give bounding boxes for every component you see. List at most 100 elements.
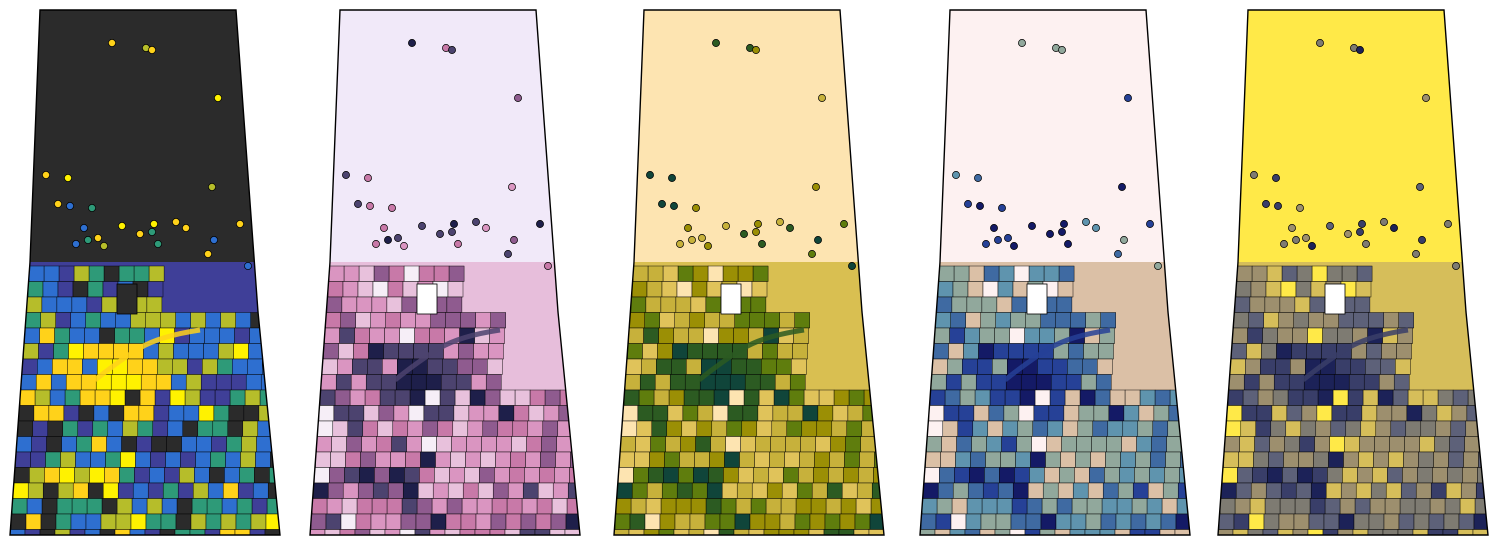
municipality-cell <box>480 451 496 468</box>
municipality-cell <box>862 405 879 422</box>
municipality-cell <box>962 358 978 375</box>
municipality-cell <box>1154 389 1171 406</box>
settlement-dot <box>1154 262 1162 270</box>
municipality-cell <box>1251 265 1268 282</box>
municipality-cell <box>1427 529 1444 535</box>
municipality-cell <box>494 467 510 484</box>
municipality-cell <box>521 498 538 515</box>
municipality-cell <box>735 498 752 515</box>
municipality-cell <box>703 327 719 344</box>
municipality-cell <box>100 312 116 329</box>
municipality-cell <box>1109 389 1126 406</box>
municipality-cell <box>859 451 875 468</box>
municipality-cell <box>219 327 235 344</box>
municipality-cell <box>1039 327 1055 344</box>
north-region <box>30 10 255 262</box>
municipality-cell <box>332 420 349 437</box>
municipality-cell <box>653 389 670 406</box>
municipality-cell <box>1450 420 1467 437</box>
municipality-cell <box>711 420 728 437</box>
municipality-cell <box>1309 296 1326 313</box>
municipality-cell <box>996 498 1013 515</box>
municipality-cell <box>848 389 865 406</box>
municipality-cell <box>345 451 361 468</box>
municipality-cell <box>1048 405 1065 422</box>
municipality-cell <box>56 498 73 515</box>
municipality-cell <box>1076 436 1092 453</box>
census-divisions <box>920 262 1190 535</box>
municipality-cell <box>1290 358 1306 375</box>
municipality-cell <box>491 498 508 515</box>
municipality-cell <box>1293 513 1310 530</box>
municipality-cell <box>236 498 253 515</box>
north-region <box>1238 10 1463 262</box>
municipality-cell <box>76 436 92 453</box>
municipality-cell <box>817 405 834 422</box>
municipality-cell <box>225 451 241 468</box>
municipality-cell <box>941 436 957 453</box>
municipality-cell <box>190 312 206 329</box>
municipality-cell <box>526 436 542 453</box>
municipality-cell <box>75 451 91 468</box>
municipality-cell <box>1342 467 1358 484</box>
municipality-cell <box>256 436 272 453</box>
municipality-cell <box>435 451 451 468</box>
municipality-cell <box>326 498 343 515</box>
settlement-dot <box>990 224 998 232</box>
settlement-dot <box>508 183 516 191</box>
municipality-cell <box>777 343 793 360</box>
municipality-cell <box>205 312 221 329</box>
municipality-cell <box>358 265 375 282</box>
municipality-cell <box>1434 436 1450 453</box>
settlement-dot <box>136 230 144 238</box>
settlement-dot <box>154 240 162 248</box>
municipality-cell <box>619 451 635 468</box>
municipality-cell <box>676 281 693 298</box>
municipality-cell <box>1323 312 1339 329</box>
municipality-cell <box>167 420 184 437</box>
municipality-cell <box>1250 482 1267 499</box>
municipality-cell <box>1015 451 1031 468</box>
municipality-cell <box>1381 343 1397 360</box>
municipality-cell <box>10 529 26 535</box>
municipality-cell <box>1373 451 1389 468</box>
municipality-cell <box>425 374 442 391</box>
municipality-cell <box>823 529 840 535</box>
settlement-dot <box>1356 46 1364 54</box>
municipality-cell <box>1239 436 1255 453</box>
municipality-cell <box>1258 374 1275 391</box>
municipality-cell <box>1031 436 1047 453</box>
municipality-cell <box>1262 327 1278 344</box>
municipality-cell <box>85 312 101 329</box>
municipality-cell <box>972 420 989 437</box>
municipality-cell <box>1012 482 1029 499</box>
municipality-cell <box>101 498 118 515</box>
municipality-cell <box>650 436 666 453</box>
municipality-cell <box>1017 420 1034 437</box>
municipality-cell <box>1263 513 1280 530</box>
municipality-cell <box>1352 529 1369 535</box>
municipality-cell <box>1056 296 1073 313</box>
municipality-cell <box>1232 529 1249 535</box>
municipality-cell <box>714 374 731 391</box>
municipality-cell <box>1301 405 1318 422</box>
municipality-cell <box>1020 374 1037 391</box>
municipality-cell <box>751 281 768 298</box>
municipality-cell <box>234 327 250 344</box>
municipality-cell <box>1228 374 1245 391</box>
municipality-cell <box>377 420 394 437</box>
municipality-cell <box>519 529 536 535</box>
municipality-cell <box>439 389 456 406</box>
municipality-cell <box>133 265 150 282</box>
municipality-cell <box>970 451 986 468</box>
municipality-cell <box>38 343 54 360</box>
municipality-cell <box>423 405 440 422</box>
municipality-cell <box>1001 436 1017 453</box>
municipality-cell <box>618 467 634 484</box>
municipality-cell <box>431 498 448 515</box>
municipality-cell <box>980 312 996 329</box>
settlement-dot <box>1412 250 1420 258</box>
municipality-cell <box>199 389 216 406</box>
map-panel-2 <box>309 9 581 536</box>
municipality-cell <box>314 467 330 484</box>
